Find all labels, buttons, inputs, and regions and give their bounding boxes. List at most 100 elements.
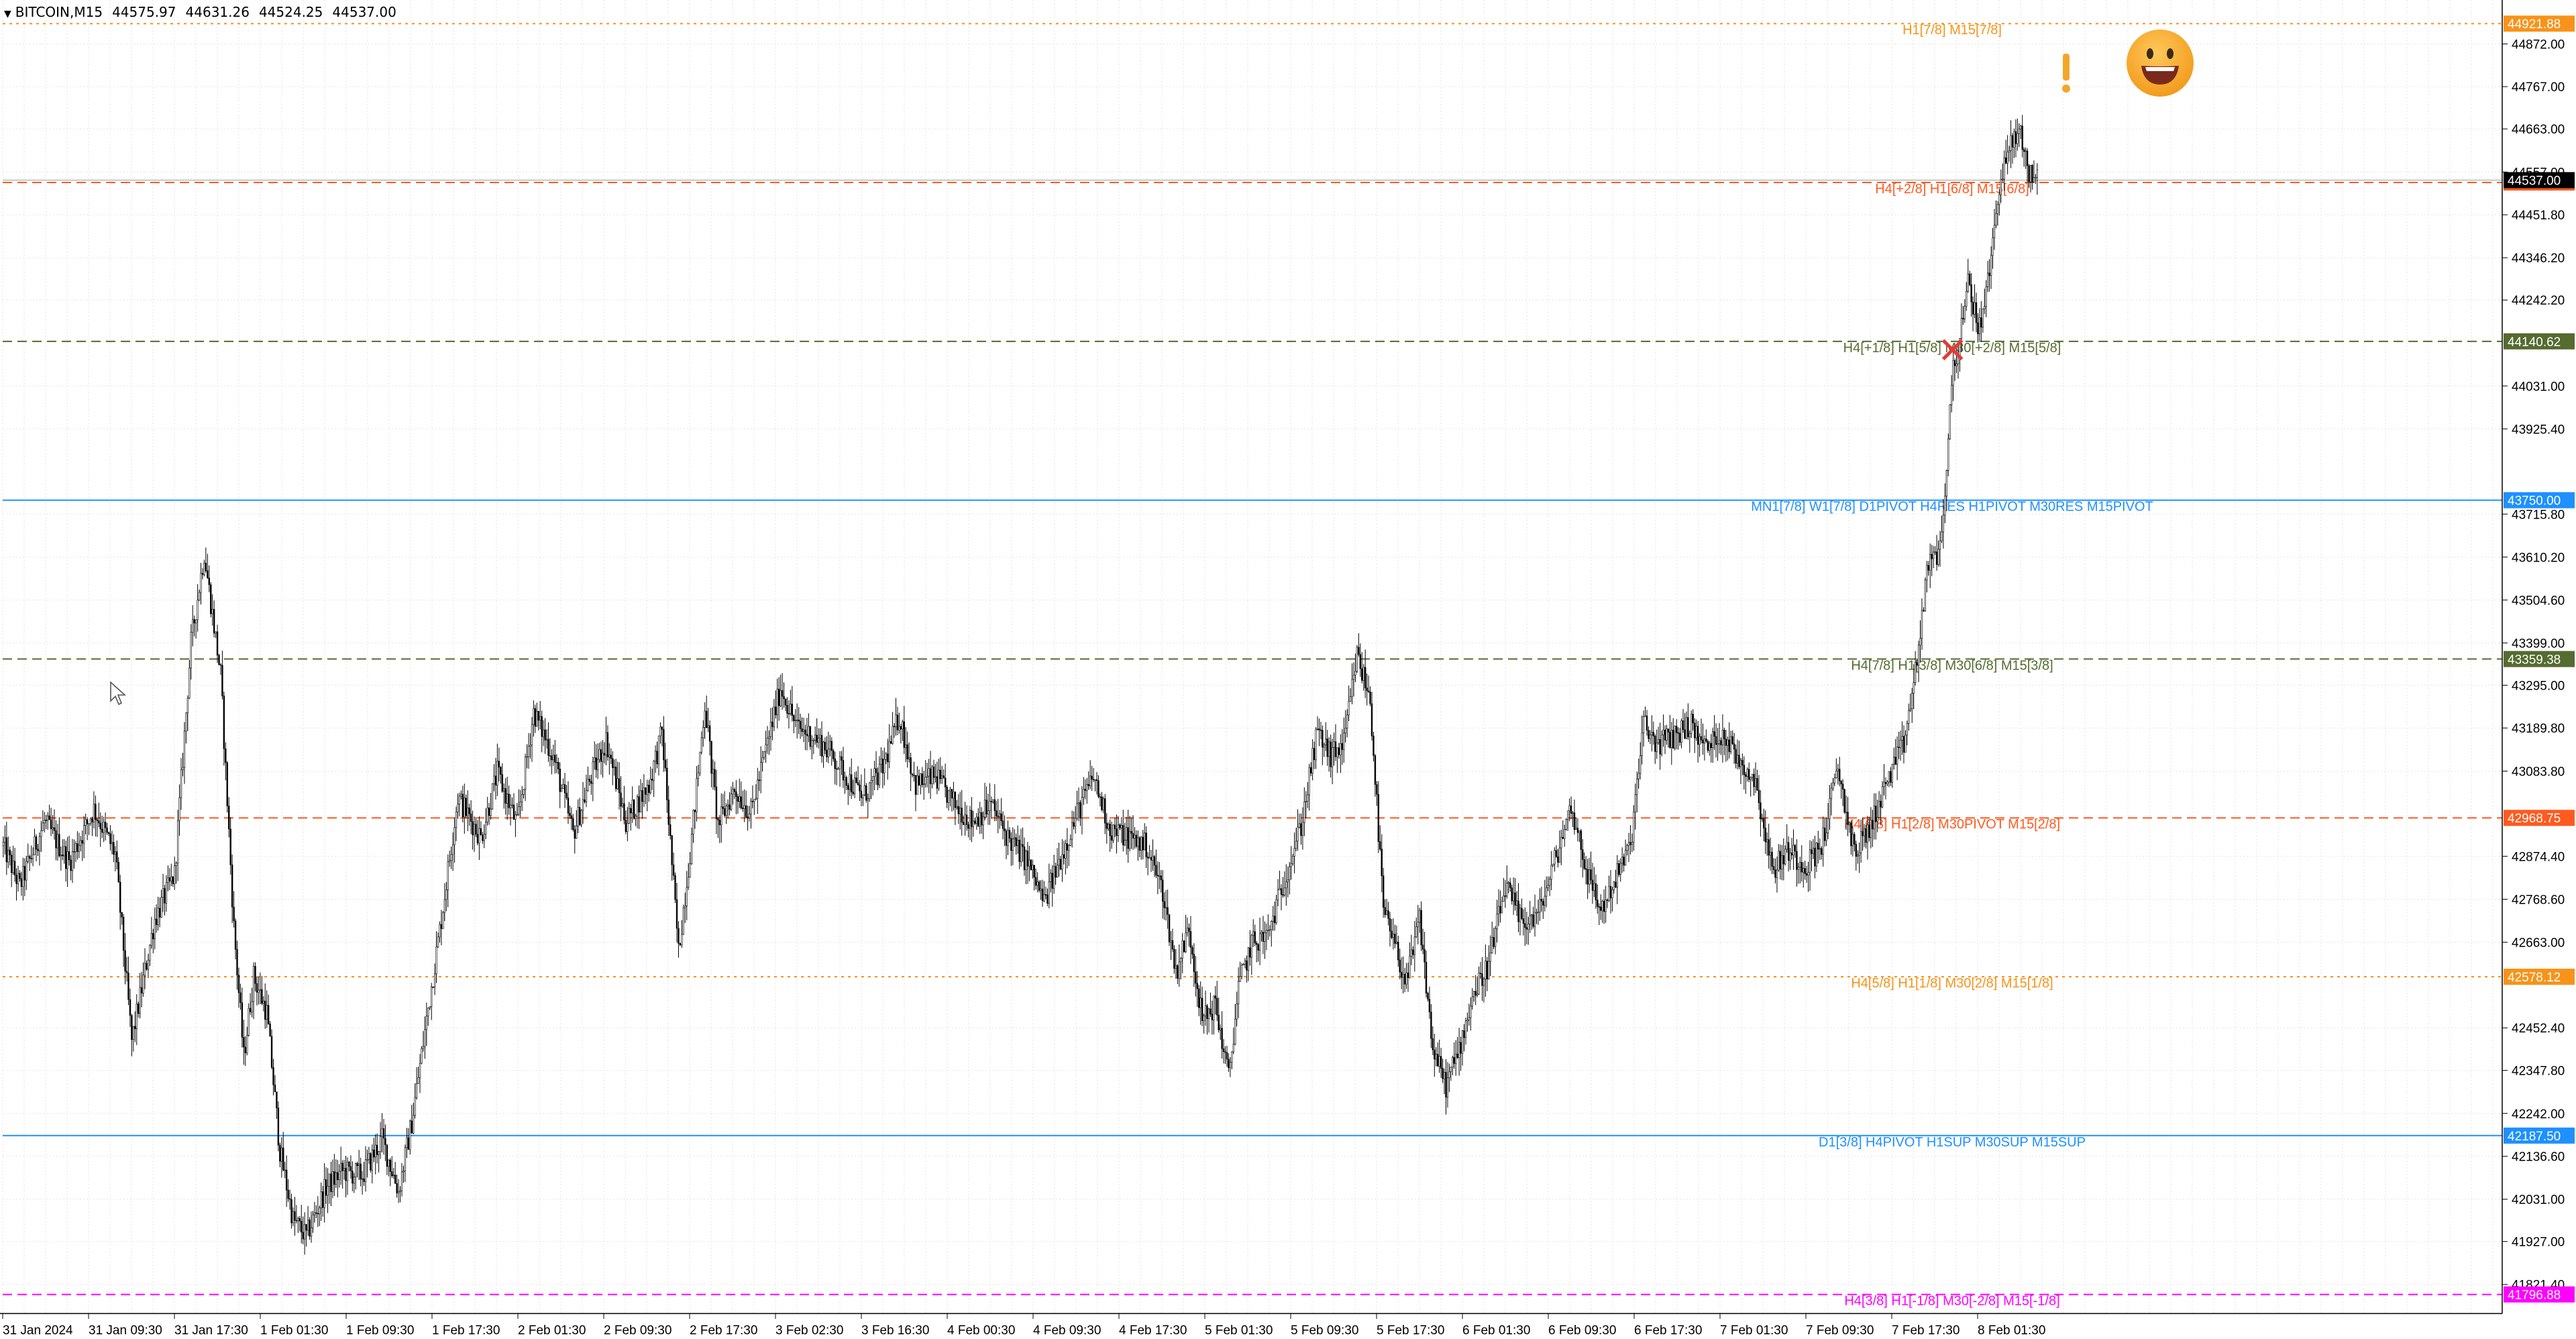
candle-body [1152,856,1154,861]
candle-body [1428,999,1431,1012]
candle-body [1735,749,1737,764]
candle-body [1455,1053,1457,1064]
candle-body [1975,302,1978,323]
candle-body [136,1004,138,1029]
candle-body [198,592,201,600]
y-tick-label: 43925.40 [2512,423,2565,437]
candle-body [1199,998,1201,1008]
candle-body [96,819,99,821]
candle-body [1293,848,1295,857]
candle-body [1803,868,1805,873]
candle-body [1112,824,1114,841]
candle-body [708,725,711,742]
candle-body [1150,857,1152,861]
candle-body [1690,714,1693,734]
candle-body [134,1026,136,1029]
candles [2,115,2039,1255]
candle-body [1841,784,1844,790]
candle-body [1309,767,1312,773]
candle-body [417,1077,419,1084]
candle-body [521,794,523,802]
candle-body [700,737,703,753]
candle-body [1662,729,1664,735]
candle-body [1325,739,1327,745]
candle-body [1483,979,1485,986]
candle-body [493,775,495,784]
candle-body [2025,150,2027,152]
candle-body [784,698,787,706]
candle-body [910,757,912,774]
candle-body [382,1128,385,1139]
candle-body [833,750,835,759]
candle-body [949,789,951,792]
candle-body [1362,667,1364,681]
candle-body [1582,849,1584,860]
candle-body [172,876,174,884]
candle-body [733,789,736,792]
candle-body [1356,647,1358,672]
candle-body [1899,739,1902,748]
candle-body [888,741,890,763]
candle-body [765,744,767,752]
candle-body [467,807,469,816]
candle-body [877,772,879,786]
candle-body [1170,940,1172,943]
candle-body [1346,714,1348,729]
candle-body [1016,839,1019,847]
candle-body [722,806,724,809]
candle-body [1285,881,1287,888]
x-tick-label: 8 Feb 01:30 [1978,1324,2045,1338]
triangle-down-icon[interactable]: ▼ [4,9,11,19]
exclamation-icon[interactable] [2059,52,2073,94]
candle-body [798,719,800,722]
candle-body [834,758,836,769]
candle-body [27,856,29,862]
candle-body [1488,961,1490,979]
candle-body [313,1212,316,1216]
candle-body [1008,830,1011,839]
candle-body [1863,828,1866,837]
candle-body [692,810,694,835]
chart-header: ▼ BITCOIN,M15 44575.97 44631.26 44524.25 4453… [4,4,396,20]
candle-body [1068,845,1070,851]
candle-body [208,578,210,585]
candle-body [1061,854,1063,870]
candle-body [1906,723,1909,736]
candle-body [1804,868,1806,874]
candle-body [1110,835,1113,841]
candle-body [1191,947,1193,955]
candle-body [1751,773,1754,778]
candle-body [1970,284,1972,303]
smiley-face-icon[interactable] [2125,28,2195,98]
candle-body [98,820,100,824]
candle-body [1733,743,1735,750]
candle-body [1330,741,1332,767]
candle-body [397,1191,400,1193]
candle-body [321,1191,324,1208]
candle-body [1851,834,1854,847]
candle-body [1880,800,1882,808]
level-label: H4[6/8] H1[2/8] M30PIVOT M15[2/8] [1844,817,2060,832]
candle-body [1850,822,1852,847]
candle-body [1562,837,1564,839]
candle-body [1108,824,1110,829]
candle-body [1344,728,1346,734]
candle-body [74,843,77,853]
candle-body [551,755,553,761]
candle-body [1753,773,1755,787]
candle-body [223,696,225,749]
candle-body [70,859,72,871]
candle-body [127,973,129,1000]
candle-body [1391,930,1393,939]
candle-body [81,840,83,844]
candle-body [645,788,647,795]
candle-body [1796,851,1798,870]
candle-body [1437,1054,1439,1067]
candle-body [1825,833,1827,841]
candle-body [574,829,576,839]
candle-body [1546,887,1548,897]
candle-body [419,1063,421,1078]
candle-body [488,807,490,816]
